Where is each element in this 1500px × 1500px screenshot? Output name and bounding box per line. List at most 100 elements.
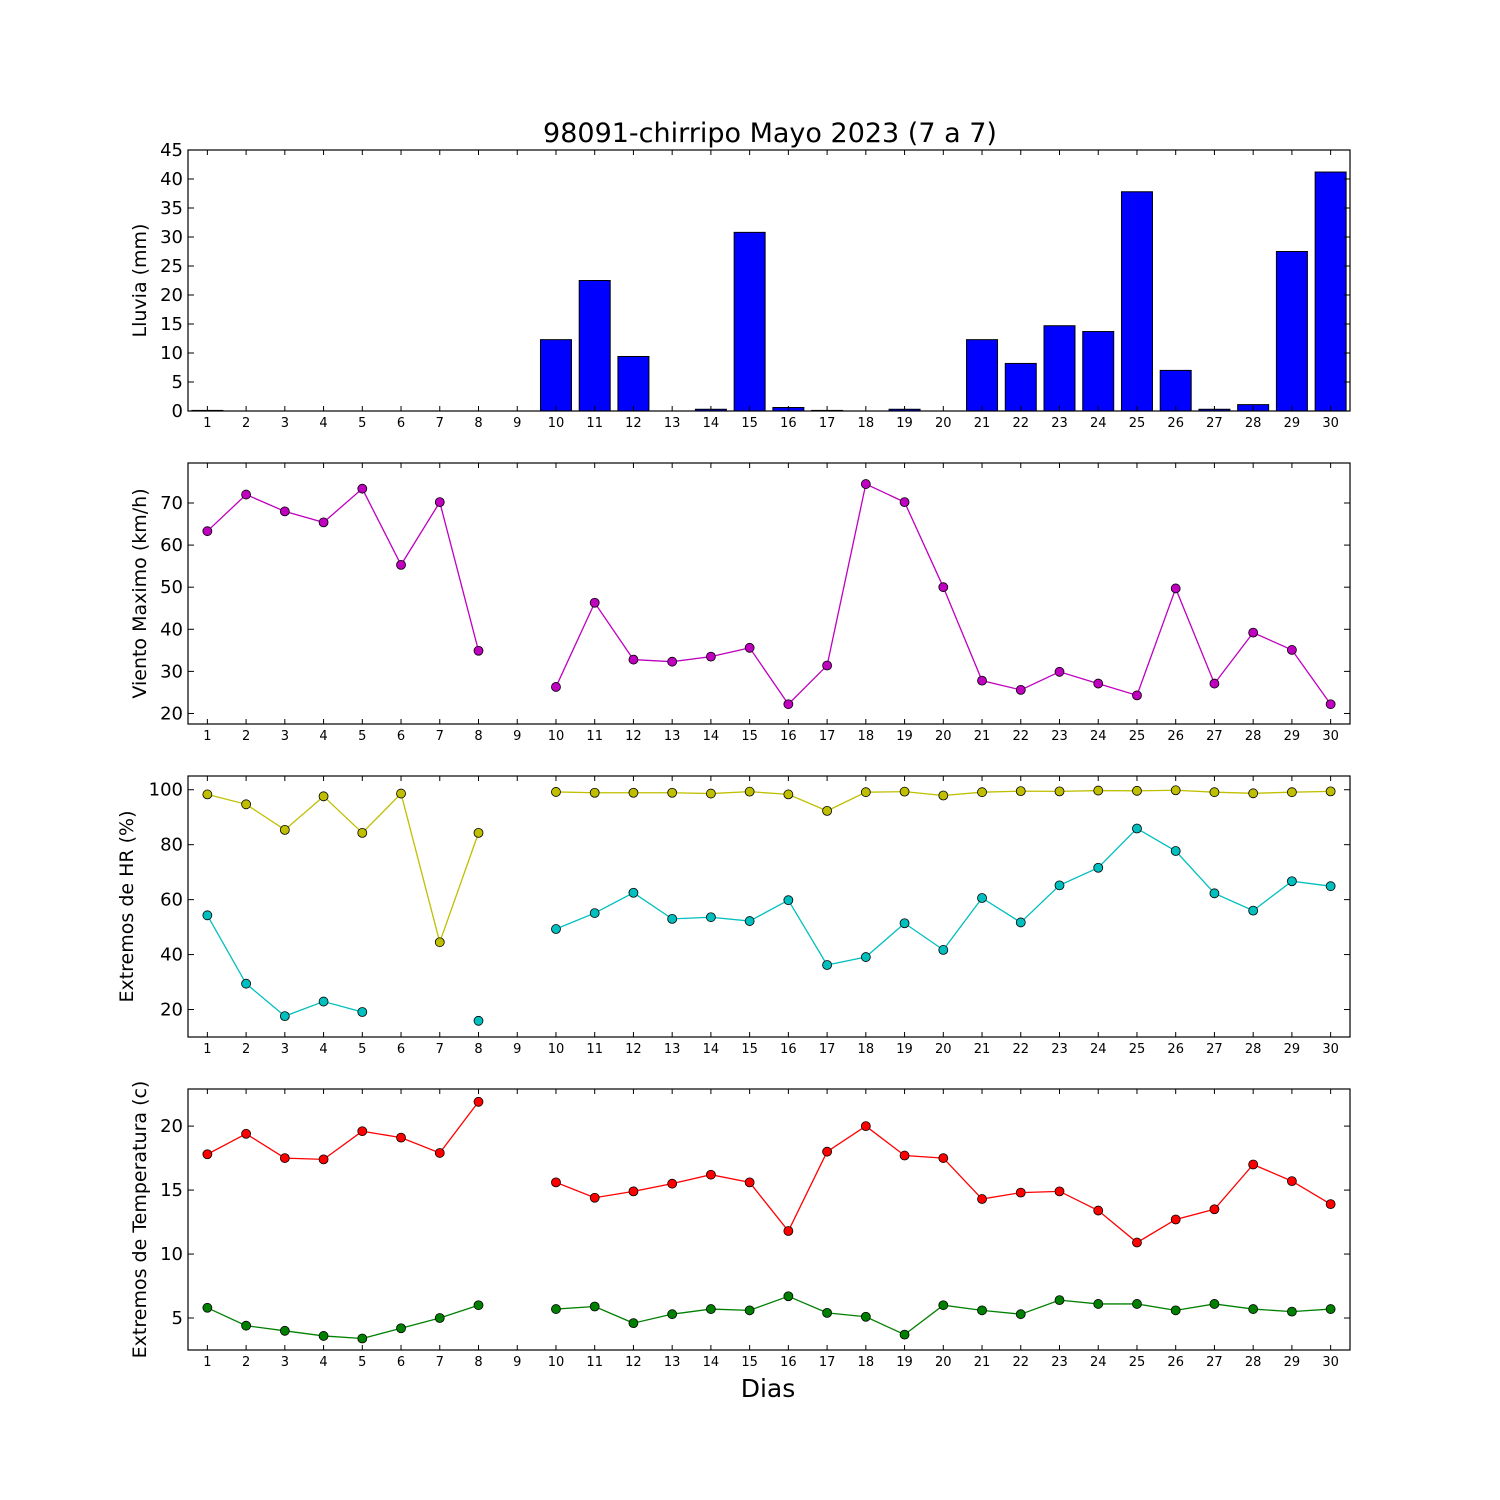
rain-y-axis-label: Lluvia (mm) <box>129 224 151 338</box>
x-tick-label: 7 <box>436 416 444 431</box>
temperature-series-1-point <box>1170 1214 1181 1225</box>
temperature-series-2-point <box>473 1300 484 1311</box>
humidity-series-2-point <box>1093 862 1104 873</box>
y-tick-label: 40 <box>160 169 183 190</box>
humidity-series-2-point <box>279 1011 290 1022</box>
x-tick-label: 29 <box>1284 1042 1301 1057</box>
rain-bar <box>733 231 766 412</box>
wind-series-1-point <box>860 479 871 489</box>
x-tick-label: 22 <box>1012 729 1029 744</box>
wind-series-1-point <box>434 497 445 508</box>
x-tick-label: 11 <box>586 416 603 431</box>
wind-series-1-point <box>202 526 213 537</box>
temperature-panel: 1 2 3 4 5 6 7 8 9 10 11 12 13 14 15 16 17 18 19 20 21 22 23 24 2… <box>129 1081 1351 1370</box>
rain-bar <box>1314 171 1347 412</box>
x-tick-label: 22 <box>1012 416 1029 431</box>
temperature-series-1-point <box>1132 1237 1142 1248</box>
wind-series-1-point <box>977 675 987 686</box>
y-tick-label: 35 <box>160 198 183 219</box>
x-tick-label: 2 <box>242 1355 250 1370</box>
humidity-series-2-point <box>357 1007 368 1017</box>
humidity-series-1-point <box>899 786 910 797</box>
humidity-series-2-point <box>1054 880 1065 891</box>
humidity-series-1-point <box>706 788 716 799</box>
x-tick-label: 6 <box>397 729 405 744</box>
wind-series-1-line <box>555 483 1332 706</box>
humidity-series-2-point <box>977 893 987 903</box>
y-tick-label: 45 <box>160 140 183 161</box>
temperature-series-2-point <box>1170 1305 1181 1316</box>
temperature-series-2-point <box>860 1311 871 1322</box>
x-tick-label: 18 <box>858 1042 875 1057</box>
x-tick-label: 13 <box>664 416 681 431</box>
figure-title: 98091-chirripo Mayo 2023 (7 a 7) <box>543 118 997 149</box>
humidity-series-1-point <box>434 937 445 948</box>
x-tick-label: 20 <box>935 416 952 431</box>
x-tick-label: 5 <box>358 1042 366 1057</box>
x-tick-label: 3 <box>281 1355 289 1370</box>
x-tick-label: 17 <box>819 1042 836 1057</box>
x-tick-label: 11 <box>586 729 603 744</box>
x-tick-label: 1 <box>203 729 211 744</box>
rain-bar <box>1120 191 1153 412</box>
wind-series-1-point <box>628 654 639 665</box>
y-tick-label: 20 <box>160 1000 183 1021</box>
wind-y-axis-label: Viento Maximo (km/h) <box>129 488 151 698</box>
x-tick-label: 15 <box>741 1042 758 1057</box>
x-tick-label: 28 <box>1245 1042 1262 1057</box>
x-tick-label: 4 <box>319 1042 327 1057</box>
temperature-series-2-point <box>1054 1295 1065 1306</box>
humidity-series-2-point <box>744 916 755 926</box>
rain-bar <box>966 339 999 412</box>
temperature-series-2-point <box>1132 1299 1142 1309</box>
wind-panel: 1 2 3 4 5 6 7 8 9 10 11 12 13 14 15 16 17 18 19 20 21 22 23 24 2… <box>129 462 1351 744</box>
x-tick-label: 3 <box>281 416 289 431</box>
y-tick-label: 20 <box>160 285 183 306</box>
humidity-axes-frame <box>187 775 1351 1038</box>
wind-series-1-point <box>1015 685 1026 695</box>
humidity-series-1-point <box>667 787 678 798</box>
humidity-series-1-point <box>628 787 639 798</box>
temperature-series-2-point <box>822 1307 832 1318</box>
x-tick-label: 27 <box>1206 1042 1223 1057</box>
temperature-series-1-point <box>938 1153 949 1163</box>
rain-axes-frame <box>187 149 1351 412</box>
x-tick-label: 25 <box>1129 1042 1146 1057</box>
y-tick-label: 30 <box>160 661 183 682</box>
humidity-series-2-point <box>1248 905 1259 916</box>
temperature-series-2-point <box>744 1305 755 1316</box>
temperature-series-1-point <box>1015 1187 1026 1198</box>
x-tick-label: 21 <box>974 1042 991 1057</box>
humidity-series-1-point <box>241 799 252 810</box>
temperature-series-2-point <box>783 1291 794 1302</box>
x-tick-label: 4 <box>319 1355 327 1370</box>
x-tick-label: 7 <box>436 1355 444 1370</box>
humidity-series-2-point <box>1287 876 1297 887</box>
x-tick-label: 26 <box>1167 729 1184 744</box>
x-tick-label: 4 <box>319 416 327 431</box>
wind-series-1-point <box>241 489 252 500</box>
temperature-series-1-point <box>1209 1204 1220 1215</box>
humidity-series-2-point <box>667 913 678 924</box>
wind-series-1-point <box>1054 666 1065 677</box>
temperature-series-1-point <box>899 1150 910 1161</box>
x-tick-label: 24 <box>1090 416 1107 431</box>
temperature-series-1-point <box>1093 1205 1104 1216</box>
y-tick-label: 20 <box>160 703 183 724</box>
y-tick-label: 40 <box>160 945 183 966</box>
x-tick-label: 23 <box>1051 729 1068 744</box>
wind-series-1-point <box>473 645 484 656</box>
humidity-series-2-point <box>1170 846 1181 856</box>
temperature-series-2-point <box>279 1325 290 1336</box>
x-tick-label: 28 <box>1245 729 1262 744</box>
humidity-series-2-point <box>860 952 871 962</box>
rain-bar <box>1004 362 1037 412</box>
humidity-series-1-point <box>744 786 755 797</box>
x-tick-label: 18 <box>858 729 875 744</box>
temperature-series-1-point <box>357 1126 368 1137</box>
x-tick-label: 7 <box>436 1042 444 1057</box>
humidity-series-1-line <box>207 792 480 945</box>
humidity-series-2-point <box>589 908 600 918</box>
temperature-series-2-point <box>551 1304 561 1314</box>
x-tick-label: 25 <box>1129 416 1146 431</box>
